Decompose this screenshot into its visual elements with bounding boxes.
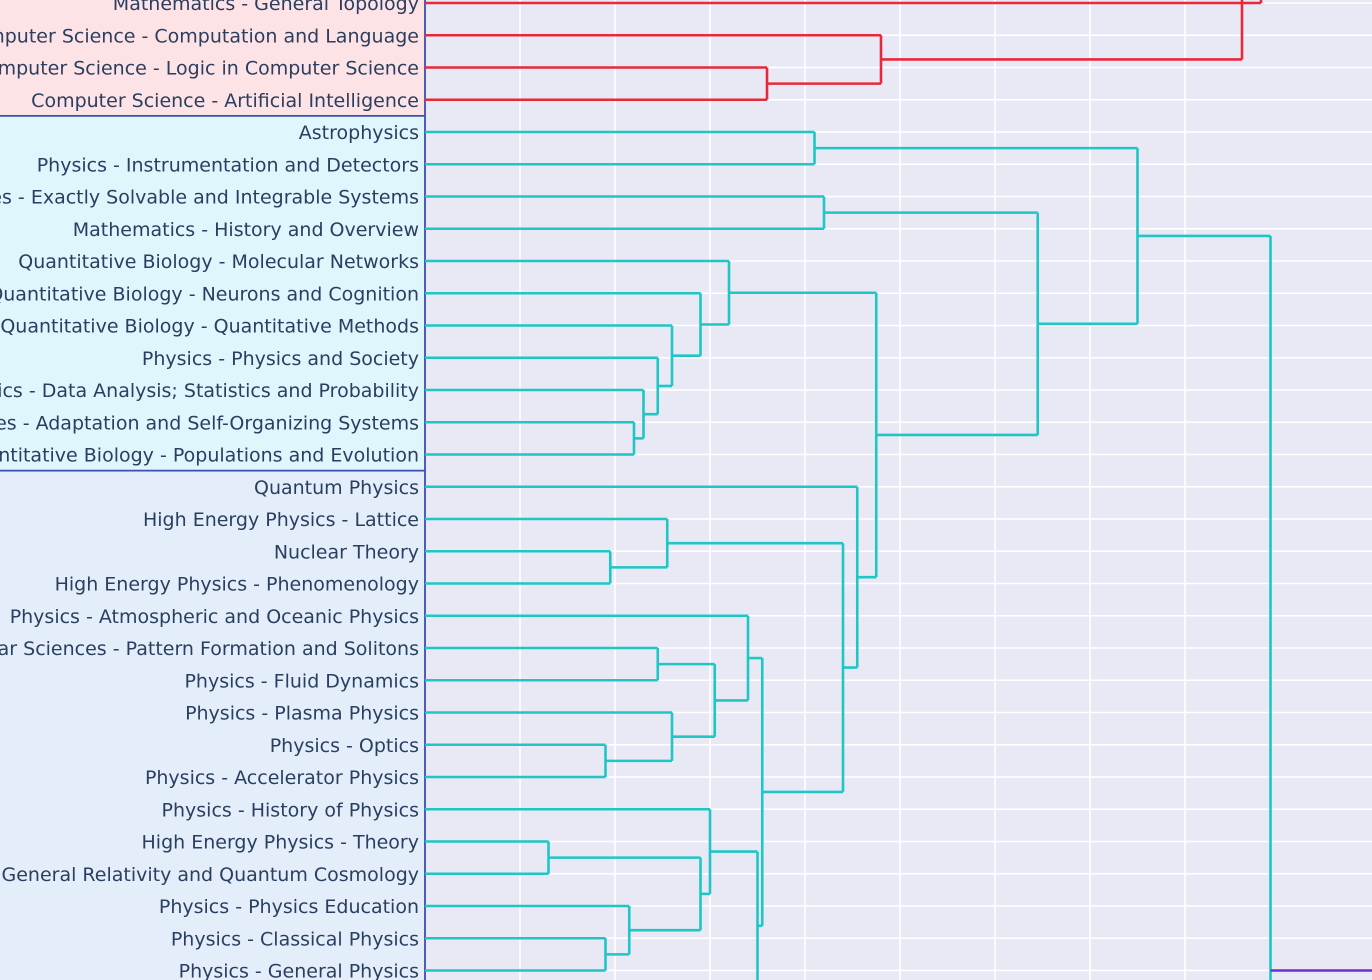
leaf-label: Quantitative Biology - Populations and E… [0, 445, 419, 467]
leaf-labels: Mathematics - General Topology Computer S… [0, 0, 419, 980]
leaf-label: Astrophysics [299, 122, 419, 144]
leaf-label: Computer Science - Computation and Langu… [0, 25, 419, 47]
leaf-label: Physics - Accelerator Physics [145, 767, 419, 789]
leaf-label: Computer Science - Logic in Computer Sci… [0, 58, 419, 80]
leaf-label: Physics - Instrumentation and Detectors [37, 154, 419, 176]
leaf-label: High Energy Physics - Phenomenology [55, 574, 419, 596]
leaf-label: High Energy Physics - Lattice [143, 509, 419, 531]
red-group-box [0, 0, 425, 116]
leaf-label: Physics - General Physics [179, 961, 419, 980]
grid-layer [425, 0, 1372, 980]
leaf-label: Nonlinear Sciences - Adaptation and Self… [0, 412, 419, 434]
teal-group-1-box [0, 115, 425, 471]
teal-group-2-box [0, 470, 425, 980]
leaf-label: General Relativity and Quantum Cosmology [2, 864, 420, 886]
leaf-label: Physics - Data Analysis; Statistics and … [0, 380, 419, 402]
leaf-label: Physics - Fluid Dynamics [184, 670, 419, 692]
leaf-label: Physics - Classical Physics [171, 928, 419, 950]
dendrogram-links [425, 0, 1372, 980]
leaf-label: Nonlinear Sciences - Exactly Solvable an… [0, 187, 419, 209]
leaf-label: Quantitative Biology - Molecular Network… [18, 251, 419, 273]
leaf-label: Physics - Atmospheric and Oceanic Physic… [10, 606, 419, 628]
leaf-label: Mathematics - General Topology [113, 0, 419, 15]
leaf-label: Physics - Physics and Society [142, 348, 419, 370]
leaf-label: Physics - Plasma Physics [185, 703, 419, 725]
leaf-label: High Energy Physics - Theory [142, 832, 420, 854]
leaf-label: Quantum Physics [254, 477, 419, 499]
leaf-label: Nonlinear Sciences - Pattern Formation a… [0, 638, 419, 660]
leaf-label: Physics - History of Physics [162, 799, 419, 821]
leaf-label: Nuclear Theory [274, 541, 419, 563]
leaf-label: Quantitative Biology - Neurons and Cogni… [0, 283, 419, 305]
leaf-label: Physics - Optics [270, 735, 419, 757]
leaf-label: Mathematics - History and Overview [73, 219, 419, 241]
leaf-label: Quantitative Biology - Quantitative Meth… [0, 316, 419, 338]
leaf-label: Computer Science - Artificial Intelligen… [31, 90, 419, 112]
leaf-label: Physics - Physics Education [159, 896, 419, 918]
